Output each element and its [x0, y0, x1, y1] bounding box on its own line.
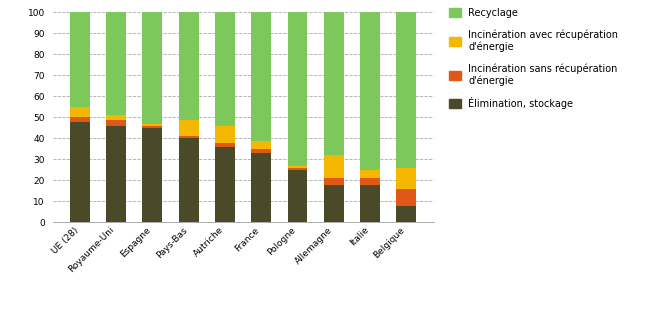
Bar: [106, 126, 126, 222]
Bar: [288, 12, 307, 166]
Bar: [396, 206, 417, 222]
Bar: [143, 12, 162, 124]
Bar: [143, 124, 162, 126]
Bar: [179, 12, 198, 120]
Bar: [396, 168, 417, 189]
Bar: [324, 12, 344, 155]
Bar: [106, 115, 126, 120]
Bar: [360, 170, 380, 178]
Bar: [288, 166, 307, 168]
Bar: [179, 138, 198, 222]
Bar: [396, 12, 417, 168]
Bar: [106, 120, 126, 126]
Bar: [324, 155, 344, 178]
Bar: [70, 122, 90, 222]
Bar: [360, 178, 380, 185]
Legend: Recyclage, Incinération avec récupération
d'énergie, Incinération sans récupérat: Recyclage, Incinération avec récupératio…: [449, 8, 618, 109]
Bar: [360, 12, 380, 170]
Bar: [360, 185, 380, 222]
Bar: [215, 126, 235, 143]
Bar: [106, 12, 126, 115]
Bar: [324, 178, 344, 185]
Bar: [288, 168, 307, 170]
Bar: [215, 12, 235, 126]
Bar: [251, 12, 271, 141]
Bar: [324, 185, 344, 222]
Bar: [70, 117, 90, 122]
Bar: [143, 126, 162, 128]
Bar: [215, 147, 235, 222]
Bar: [70, 12, 90, 107]
Bar: [70, 107, 90, 117]
Bar: [396, 189, 417, 206]
Bar: [179, 120, 198, 136]
Bar: [251, 141, 271, 149]
Bar: [251, 149, 271, 153]
Bar: [215, 143, 235, 147]
Bar: [251, 153, 271, 222]
Bar: [288, 170, 307, 222]
Bar: [143, 128, 162, 222]
Bar: [179, 136, 198, 138]
